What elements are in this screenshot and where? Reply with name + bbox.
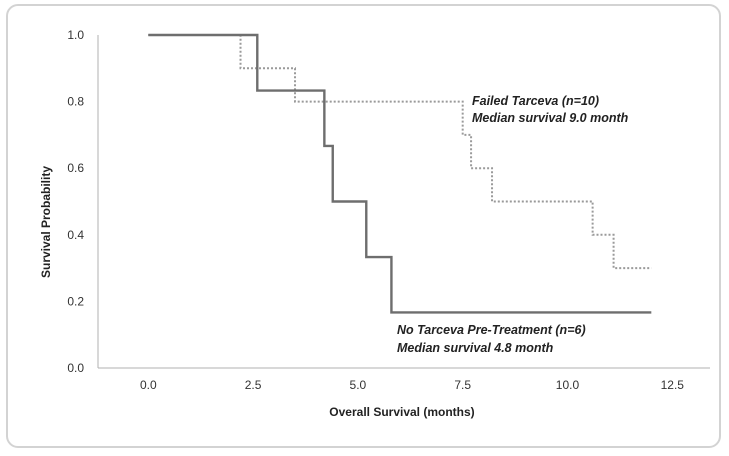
series-line-no-tarceva	[148, 33, 652, 314]
annotation-no-tarceva: No Tarceva Pre-Treatment (n=6) Median su…	[397, 323, 586, 355]
annotation-failed-line2: Median survival 9.0 month	[472, 111, 629, 125]
x-tick-label: 5.0	[350, 378, 367, 392]
y-axis-title: Survival Probability	[39, 166, 53, 278]
x-tick-label: 12.5	[661, 378, 685, 392]
y-tick-label: 0.6	[67, 161, 84, 175]
annotation-no-tarceva-line2: Median survival 4.8 month	[397, 341, 554, 355]
y-tick-label: 0.2	[67, 294, 84, 308]
x-tick-label: 2.5	[245, 378, 262, 392]
y-tick-label: 0.8	[67, 95, 84, 109]
annotation-failed-line1: Failed Tarceva (n=10)	[472, 94, 599, 108]
x-tick-label: 10.0	[556, 378, 580, 392]
series-group	[148, 33, 652, 314]
annotation-failed-tarceva: Failed Tarceva (n=10) Median survival 9.…	[472, 94, 629, 125]
y-tick-label: 0.4	[67, 228, 84, 242]
y-tick-label: 1.0	[67, 28, 84, 42]
x-tick-labels: 0.0 2.5 5.0 7.5 10.0 12.5	[140, 378, 684, 392]
y-tick-label: 0.0	[67, 361, 84, 375]
x-axis-title: Overall Survival (months)	[329, 405, 474, 419]
x-tick-label: 7.5	[454, 378, 471, 392]
series-line-failed-tarceva	[148, 34, 652, 270]
y-tick-labels: 0.0 0.2 0.4 0.6 0.8 1.0	[67, 28, 84, 375]
x-tick-label: 0.0	[140, 378, 157, 392]
axes	[97, 35, 710, 369]
chart-frame	[6, 4, 721, 448]
annotation-no-tarceva-line1: No Tarceva Pre-Treatment (n=6)	[397, 323, 586, 337]
